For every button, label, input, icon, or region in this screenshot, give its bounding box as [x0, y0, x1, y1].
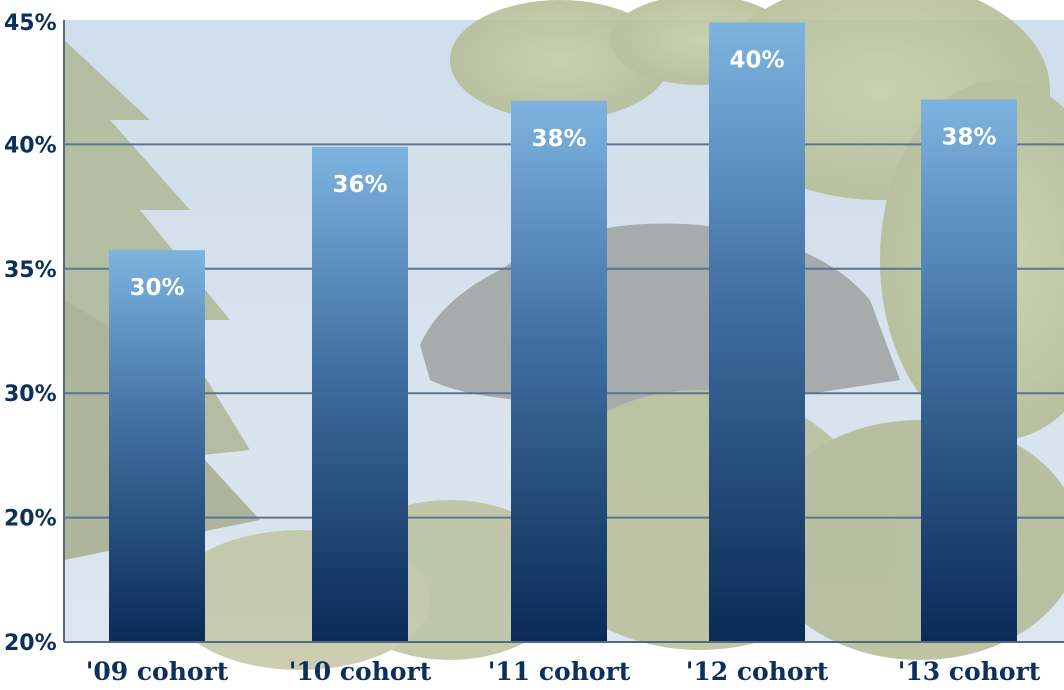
- y-tick-label: 45%: [4, 11, 57, 36]
- bar-3: [709, 22, 805, 643]
- y-tick-label: 20%: [4, 507, 57, 532]
- bar-value-label: 36%: [332, 172, 387, 198]
- bar-value-label: 38%: [941, 125, 996, 151]
- y-tick-label: 30%: [4, 382, 57, 407]
- bar-2: [511, 100, 607, 643]
- bar-1: [312, 146, 408, 642]
- y-tick-label: 35%: [4, 258, 57, 283]
- bar-value-label: 38%: [531, 126, 586, 152]
- bar-0: [109, 250, 205, 642]
- bars: 30% 36% 38% 40% 38%: [109, 22, 1017, 643]
- x-tick-label: '10 cohort: [289, 657, 432, 686]
- bar-4: [921, 99, 1017, 643]
- x-tick-label: '12 cohort: [686, 657, 829, 686]
- x-tick-label: '13 cohort: [898, 657, 1041, 686]
- bar-value-label: 40%: [729, 47, 784, 73]
- y-tick-label: 20%: [4, 631, 57, 656]
- bar-value-label: 30%: [129, 275, 184, 301]
- axes: 20% 20% 30% 35% 40% 45% '09 cohort '10 cohort '1…: [4, 11, 1064, 686]
- y-tick-label: 40%: [4, 133, 57, 158]
- x-tick-label: '09 cohort: [86, 657, 229, 686]
- x-tick-label: '11 cohort: [488, 657, 631, 686]
